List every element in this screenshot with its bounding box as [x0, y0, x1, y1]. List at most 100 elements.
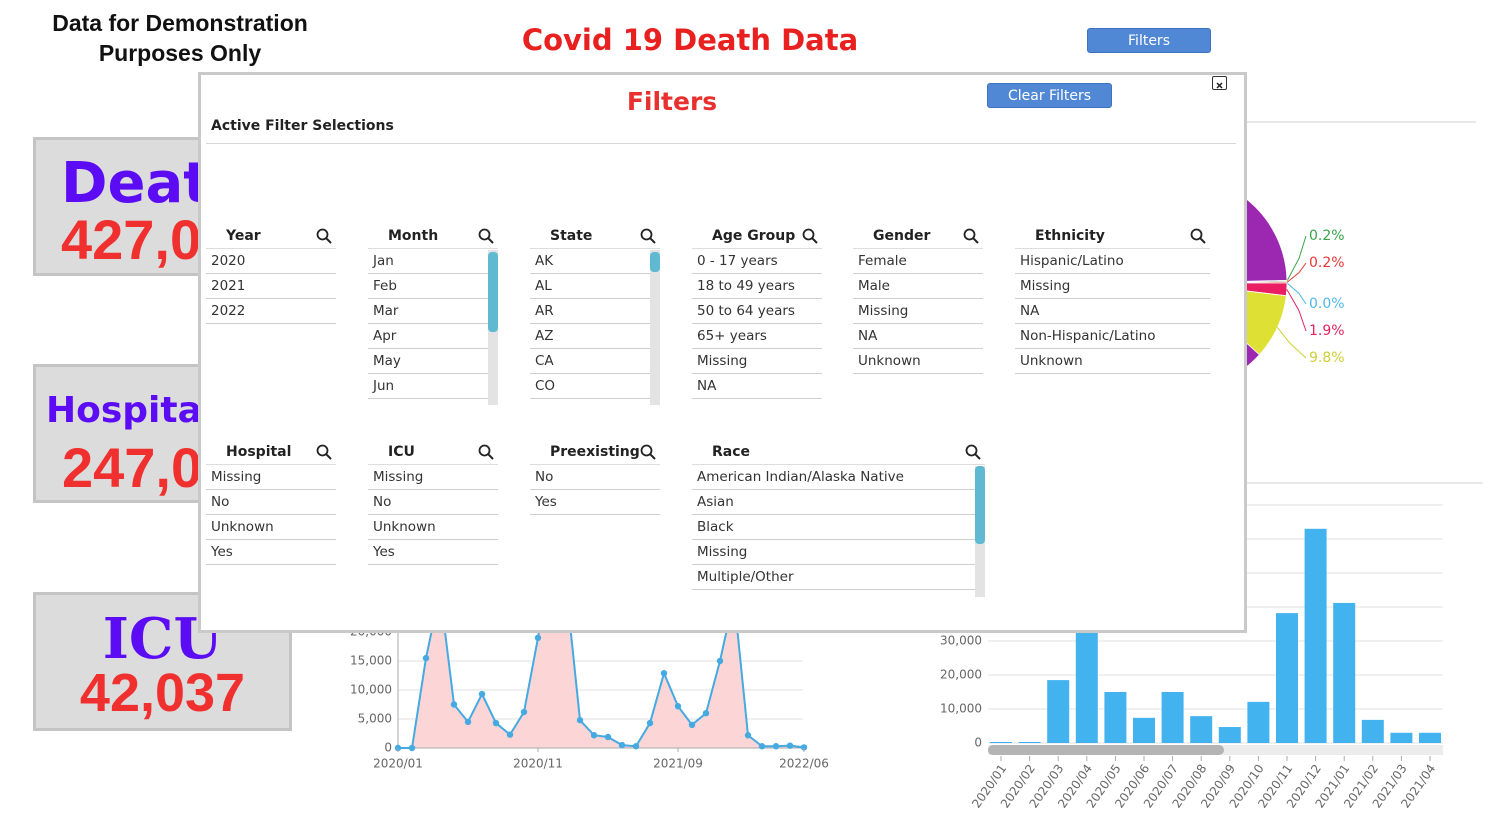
filter-item[interactable]: 18 to 49 years	[692, 274, 822, 299]
search-icon[interactable]	[640, 444, 656, 460]
filter-column: ICU Missing No Unknown Yes	[368, 438, 498, 565]
filter-item[interactable]: Unknown	[368, 515, 498, 540]
filter-item[interactable]: 2021	[206, 274, 336, 299]
filter-item[interactable]: Feb	[368, 274, 488, 299]
filter-item[interactable]: AR	[530, 299, 650, 324]
filter-item[interactable]: Mar	[368, 299, 488, 324]
point	[786, 742, 794, 749]
filter-column: Age Group 0 - 17 years 18 to 49 years 50 to…	[692, 222, 822, 399]
filter-item[interactable]: NA	[692, 590, 975, 596]
scrollbar-thumb[interactable]	[650, 252, 660, 272]
filter-item[interactable]: Hispanic/Latino	[1015, 249, 1210, 274]
filter-item[interactable]: NA	[853, 324, 983, 349]
scroll-thumb[interactable]	[988, 745, 1224, 755]
filter-item[interactable]: Missing	[206, 465, 336, 490]
filter-item[interactable]: Unknown	[206, 515, 336, 540]
filters-button[interactable]: Filters	[1087, 28, 1211, 53]
bar	[1304, 528, 1327, 743]
scrollbar-thumb[interactable]	[975, 466, 985, 544]
filter-header: Age Group	[692, 222, 822, 249]
filter-item[interactable]: American Indian/Alaska Native	[692, 465, 975, 490]
filter-item[interactable]: Yes	[368, 540, 498, 565]
filter-item[interactable]: 0 - 17 years	[692, 249, 822, 274]
y-tick-label: 10,000	[350, 683, 392, 697]
close-button[interactable]	[1212, 76, 1227, 90]
scrollbar-track	[975, 466, 985, 597]
point	[590, 732, 598, 739]
filter-item[interactable]: Missing	[692, 349, 822, 374]
filter-header: Month	[368, 222, 498, 249]
filter-item[interactable]: Jan	[368, 249, 488, 274]
search-icon[interactable]	[316, 228, 332, 244]
filter-item[interactable]: AL	[530, 274, 650, 299]
search-icon[interactable]	[802, 228, 818, 244]
filter-item[interactable]: Missing	[1015, 274, 1210, 299]
bar	[1247, 701, 1270, 743]
filter-item[interactable]: 50 to 64 years	[692, 299, 822, 324]
filter-item[interactable]: CA	[530, 349, 650, 374]
search-icon[interactable]	[965, 444, 981, 460]
bar	[1419, 732, 1441, 743]
filter-item[interactable]: Black	[692, 515, 975, 540]
search-icon[interactable]	[1190, 228, 1206, 244]
filter-item[interactable]: May	[368, 349, 488, 374]
search-icon[interactable]	[316, 444, 332, 460]
filter-list: 2020 2021 2022	[206, 249, 336, 324]
filter-item[interactable]: No	[206, 490, 336, 515]
filter-item[interactable]: Missing	[692, 540, 975, 565]
filter-item[interactable]: AZ	[530, 324, 650, 349]
clear-filters-button[interactable]: Clear Filters	[987, 83, 1112, 108]
filter-item[interactable]: Apr	[368, 324, 488, 349]
filter-list: No Yes	[530, 465, 660, 515]
filter-item[interactable]: AK	[530, 249, 650, 274]
pie-label: 0.2%	[1309, 228, 1345, 244]
filter-list: Missing No Unknown Yes	[368, 465, 498, 565]
filter-item[interactable]: Missing	[853, 299, 983, 324]
filter-column: Ethnicity Hispanic/Latino Missing NA Non-His…	[1015, 222, 1210, 374]
filter-item[interactable]: 2022	[206, 299, 336, 324]
filter-item[interactable]: Male	[853, 274, 983, 299]
filter-item[interactable]: 2020	[206, 249, 336, 274]
bar	[1047, 680, 1070, 743]
kpi-value: 427,0	[61, 208, 202, 271]
filter-name: Ethnicity	[1035, 228, 1105, 244]
search-icon[interactable]	[478, 444, 494, 460]
filter-item[interactable]: No	[530, 465, 660, 490]
filter-header: ICU	[368, 438, 498, 465]
bar	[1361, 719, 1384, 743]
filter-item[interactable]: Missing	[368, 465, 498, 490]
filter-item[interactable]: Asian	[692, 490, 975, 515]
filter-item[interactable]: Female	[853, 249, 983, 274]
filter-item[interactable]: NA	[692, 374, 822, 399]
filter-name: Hospital	[226, 444, 292, 460]
scrollbar-thumb[interactable]	[488, 252, 498, 332]
filter-item[interactable]: Unknown	[853, 349, 983, 374]
filter-item[interactable]: 65+ years	[692, 324, 822, 349]
filter-item[interactable]: Jun	[368, 374, 488, 399]
search-icon[interactable]	[640, 228, 656, 244]
filter-name: Month	[388, 228, 439, 244]
point	[478, 690, 486, 698]
search-icon[interactable]	[478, 228, 494, 244]
filter-column: Hospital Missing No Unknown Yes	[206, 438, 336, 565]
point	[716, 657, 724, 665]
point	[618, 741, 626, 749]
filter-item[interactable]: CO	[530, 374, 650, 399]
filter-item[interactable]: Multiple/Other	[692, 565, 975, 590]
filter-item[interactable]: Unknown	[1015, 349, 1210, 374]
search-icon[interactable]	[963, 228, 979, 244]
filter-list: Missing No Unknown Yes	[206, 465, 336, 565]
point	[422, 654, 430, 662]
filter-item[interactable]: Non-Hispanic/Latino	[1015, 324, 1210, 349]
filter-item[interactable]: NA	[1015, 299, 1210, 324]
modal-title: Filters	[626, 87, 718, 116]
divider	[206, 143, 1236, 144]
kpi-value: 42,037	[79, 663, 246, 723]
leader-line	[1286, 262, 1307, 283]
filter-header: State	[530, 222, 660, 249]
pie-label: 0.0%	[1309, 296, 1345, 312]
filter-modal: Filters Clear Filters Active Filter Sele…	[198, 72, 1247, 633]
filter-item[interactable]: Yes	[206, 540, 336, 565]
filter-item[interactable]: No	[368, 490, 498, 515]
filter-item[interactable]: Yes	[530, 490, 660, 515]
